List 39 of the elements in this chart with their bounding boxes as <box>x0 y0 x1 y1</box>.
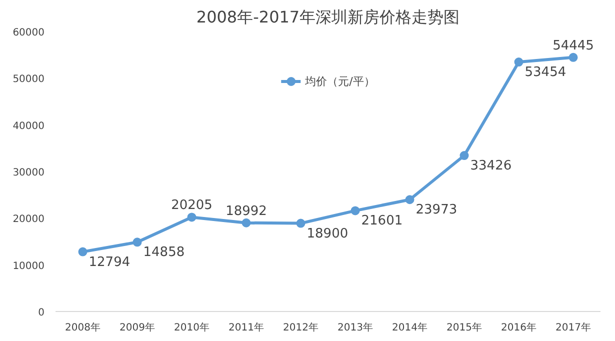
point <box>350 206 360 216</box>
data-label: 14858 <box>143 245 185 260</box>
y-tick-label: 20000 <box>12 214 44 226</box>
y-tick-label: 40000 <box>12 120 44 132</box>
point <box>132 238 142 247</box>
y-tick-label: 0 <box>38 308 45 318</box>
chart-title: 2008年-2017年深圳新房价格走势图 <box>196 8 460 26</box>
point <box>78 247 88 256</box>
data-label: 23973 <box>416 202 458 218</box>
data-label: 53454 <box>524 65 566 80</box>
x-tick-label: 2011年 <box>228 322 264 334</box>
x-tick-label: 2008年 <box>65 322 100 334</box>
point <box>296 218 306 228</box>
x-tick-label: 2012年 <box>283 322 318 334</box>
point <box>460 151 469 160</box>
point <box>514 58 524 67</box>
data-label: 20205 <box>171 198 212 214</box>
y-tick-label: 10000 <box>12 260 44 272</box>
data-label: 33426 <box>470 158 512 174</box>
y-tick-label: 50000 <box>12 74 44 86</box>
y-tick-label: 30000 <box>12 168 44 178</box>
x-tick-label: 2014年 <box>392 322 428 334</box>
x-tick-label: 2010年 <box>174 322 210 334</box>
y-tick-label: 60000 <box>12 28 44 38</box>
point <box>242 218 251 228</box>
point <box>568 52 578 62</box>
data-label: 54445 <box>552 38 594 54</box>
data-label: 12794 <box>88 254 130 270</box>
data-label: 21601 <box>361 214 403 229</box>
point <box>405 195 414 204</box>
x-tick-label: 2017年 <box>556 322 591 334</box>
point <box>187 212 196 222</box>
x-tick-label: 2016年 <box>501 322 536 334</box>
x-tick-label: 2009年 <box>120 322 155 334</box>
data-label: 18992 <box>226 204 267 219</box>
data-label: 18900 <box>306 226 348 242</box>
x-tick-label: 2013年 <box>338 322 373 334</box>
legend-label: 均价（元/平） <box>305 74 375 88</box>
x-tick-label: 2015年 <box>446 322 482 334</box>
